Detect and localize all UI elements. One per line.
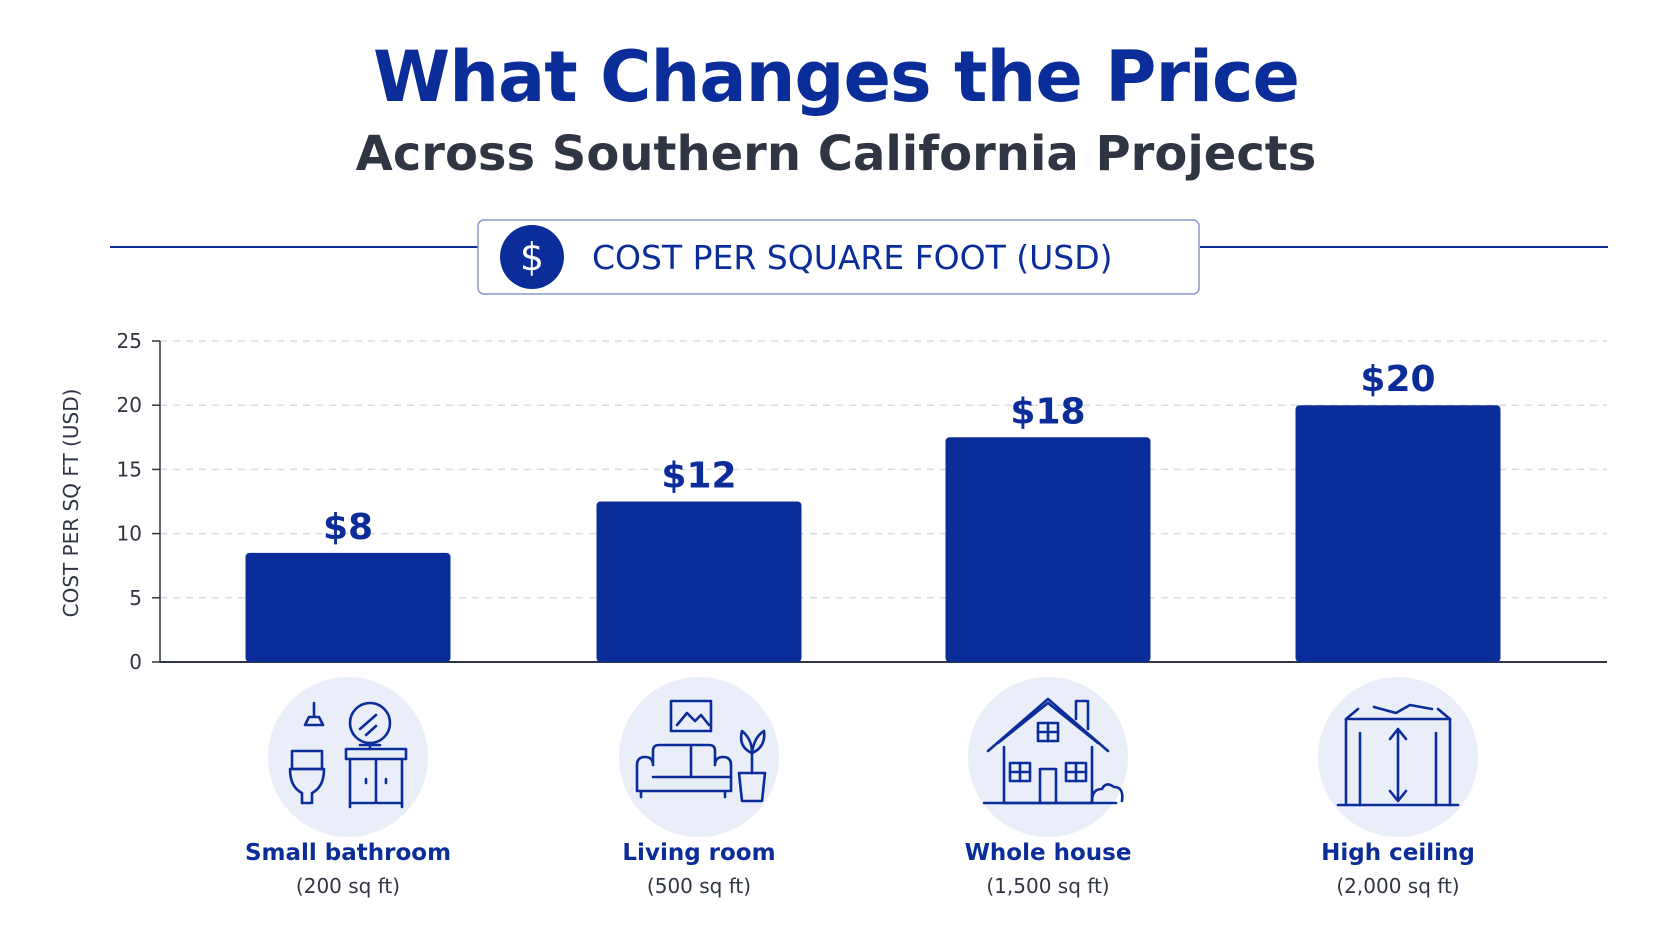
category-labels: Small bathroom (200 sq ft) Living room (500… — [245, 840, 1475, 898]
house-icon — [968, 677, 1128, 837]
value-label: $20 — [1360, 359, 1435, 400]
bars — [245, 405, 1501, 662]
category-icons — [268, 677, 1478, 837]
value-label: $8 — [323, 507, 373, 548]
y-tick-label: 15 — [117, 457, 142, 481]
y-tick-label: 25 — [117, 329, 142, 353]
y-tick-label: 10 — [117, 522, 142, 546]
category-name: High ceiling — [1321, 840, 1475, 866]
svg-text:$: $ — [520, 235, 544, 279]
chart-subtitle: Across Southern California Projects — [355, 126, 1317, 182]
high-ceiling-icon — [1318, 677, 1478, 837]
y-axis-ticks: 0 5 10 15 20 25 — [117, 329, 160, 674]
y-tick-label: 0 — [129, 650, 142, 674]
y-tick-label: 5 — [129, 586, 142, 610]
category-name: Whole house — [965, 840, 1132, 866]
legend-box — [477, 219, 1200, 295]
category-size: (2,000 sq ft) — [1336, 874, 1459, 898]
chart-title: What Changes the Price — [373, 36, 1300, 118]
bar — [945, 437, 1151, 662]
value-labels: $8 $12 $18 $20 — [323, 359, 1436, 548]
category-name: Small bathroom — [245, 840, 451, 866]
category-size: (500 sq ft) — [647, 874, 751, 898]
y-tick-label: 20 — [117, 393, 142, 417]
category-name: Living room — [622, 840, 775, 866]
bathroom-icon — [268, 677, 428, 837]
bar — [596, 501, 802, 662]
bar — [1295, 405, 1501, 662]
category-size: (1,500 sq ft) — [986, 874, 1109, 898]
category-size: (200 sq ft) — [296, 874, 400, 898]
dollar-icon: $ — [500, 225, 564, 289]
y-axis-label: COST PER SQ FT (USD) — [59, 389, 83, 618]
living-room-icon — [619, 677, 779, 837]
value-label: $18 — [1010, 391, 1085, 432]
legend-label: COST PER SQUARE FOOT (USD) — [592, 238, 1113, 277]
value-label: $12 — [661, 456, 736, 497]
bar — [245, 552, 451, 662]
